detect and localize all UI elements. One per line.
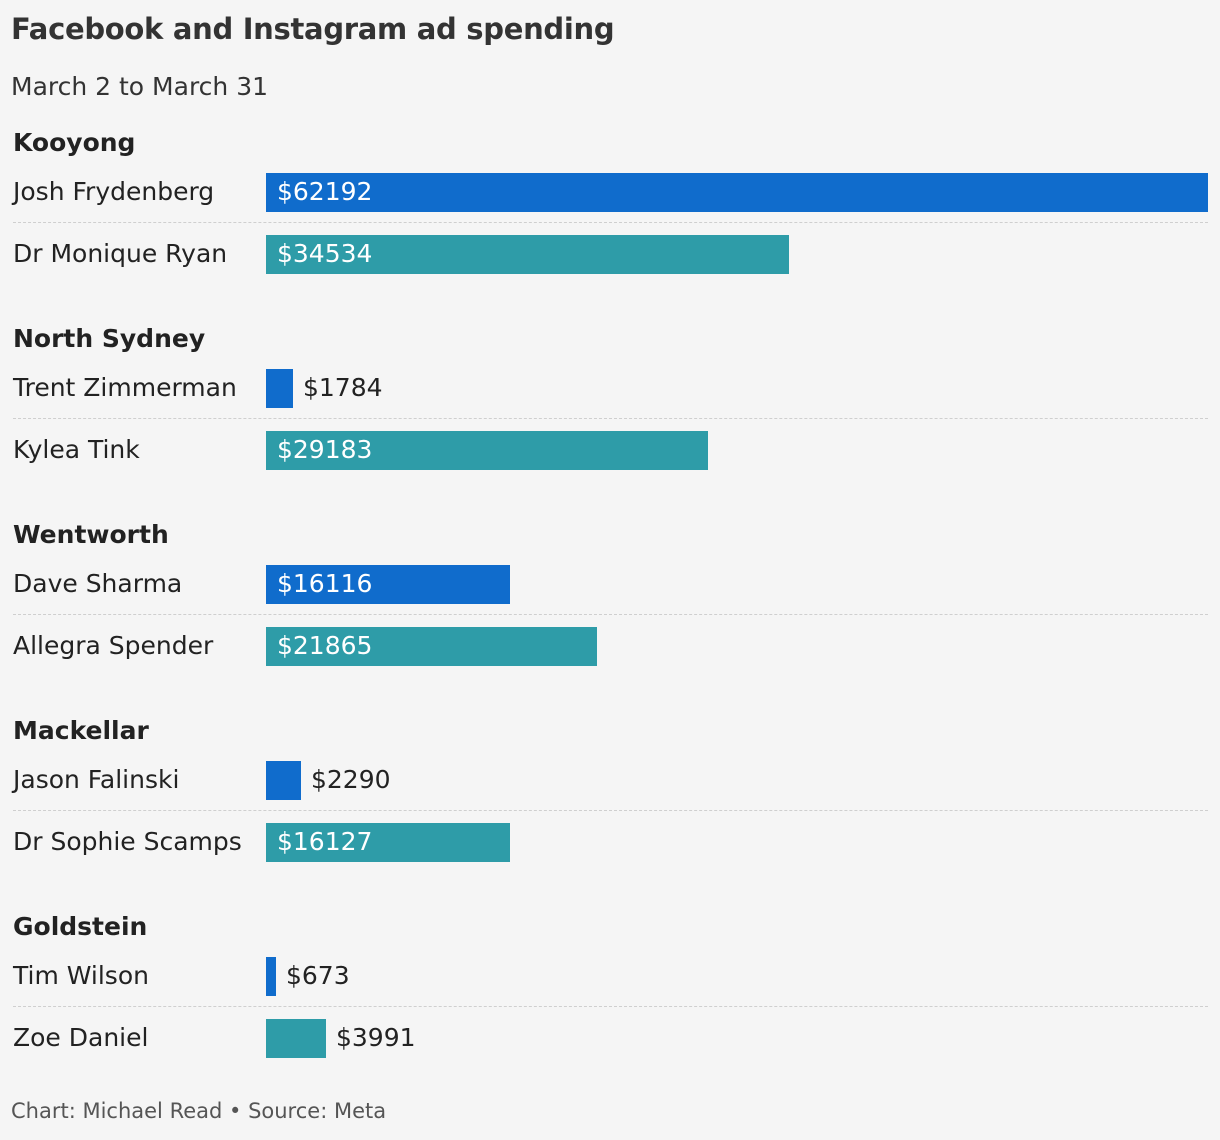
bar-row: Dave Sharma $16116 [0,565,1220,605]
candidate-label: Kylea Tink [13,435,140,464]
group-title: Kooyong [13,128,136,157]
group-title: Mackellar [13,716,149,745]
bar [266,761,301,800]
bar-row: Dr Sophie Scamps $16127 [0,823,1220,863]
candidate-label: Allegra Spender [13,631,214,660]
bar-row: Trent Zimmerman $1784 [0,369,1220,409]
bar [266,431,708,470]
bar-row: Tim Wilson $673 [0,957,1220,997]
bar [266,823,510,862]
bar [266,369,293,408]
candidate-label: Tim Wilson [13,961,149,990]
value-label: $673 [286,961,350,990]
bar [266,1019,326,1058]
bar [266,235,789,274]
candidate-label: Josh Frydenberg [13,177,215,206]
candidate-label: Trent Zimmerman [13,373,237,402]
value-label: $21865 [277,631,373,660]
group-title: Goldstein [13,912,148,941]
bar-row: Dr Monique Ryan $34534 [0,235,1220,275]
row-divider [13,614,1208,615]
bar [266,565,510,604]
bar [266,627,597,666]
value-label: $34534 [277,239,373,268]
bar-row: Josh Frydenberg $62192 [0,173,1220,213]
row-divider [13,1006,1208,1007]
bar-row: Zoe Daniel $3991 [0,1019,1220,1059]
value-label: $16127 [277,827,373,856]
row-divider [13,810,1208,811]
value-label: $16116 [277,569,373,598]
candidate-label: Jason Falinski [13,765,180,794]
candidate-label: Dave Sharma [13,569,183,598]
bar-row: Allegra Spender $21865 [0,627,1220,667]
candidate-label: Dr Sophie Scamps [13,827,242,856]
group-title: North Sydney [13,324,206,353]
candidate-label: Dr Monique Ryan [13,239,228,268]
group-title: Wentworth [13,520,169,549]
bar-row: Jason Falinski $2290 [0,761,1220,801]
value-label: $62192 [277,177,373,206]
bar [266,173,1208,212]
bar [266,957,276,996]
candidate-label: Zoe Daniel [13,1023,149,1052]
chart-footer: Chart: Michael Read • Source: Meta [11,1099,387,1123]
bar-row: Kylea Tink $29183 [0,431,1220,471]
value-label: $1784 [303,373,383,402]
row-divider [13,418,1208,419]
value-label: $3991 [336,1023,416,1052]
chart-title: Facebook and Instagram ad spending [11,12,615,46]
value-label: $2290 [311,765,391,794]
row-divider [13,222,1208,223]
chart-subtitle: March 2 to March 31 [11,72,269,101]
value-label: $29183 [277,435,373,464]
